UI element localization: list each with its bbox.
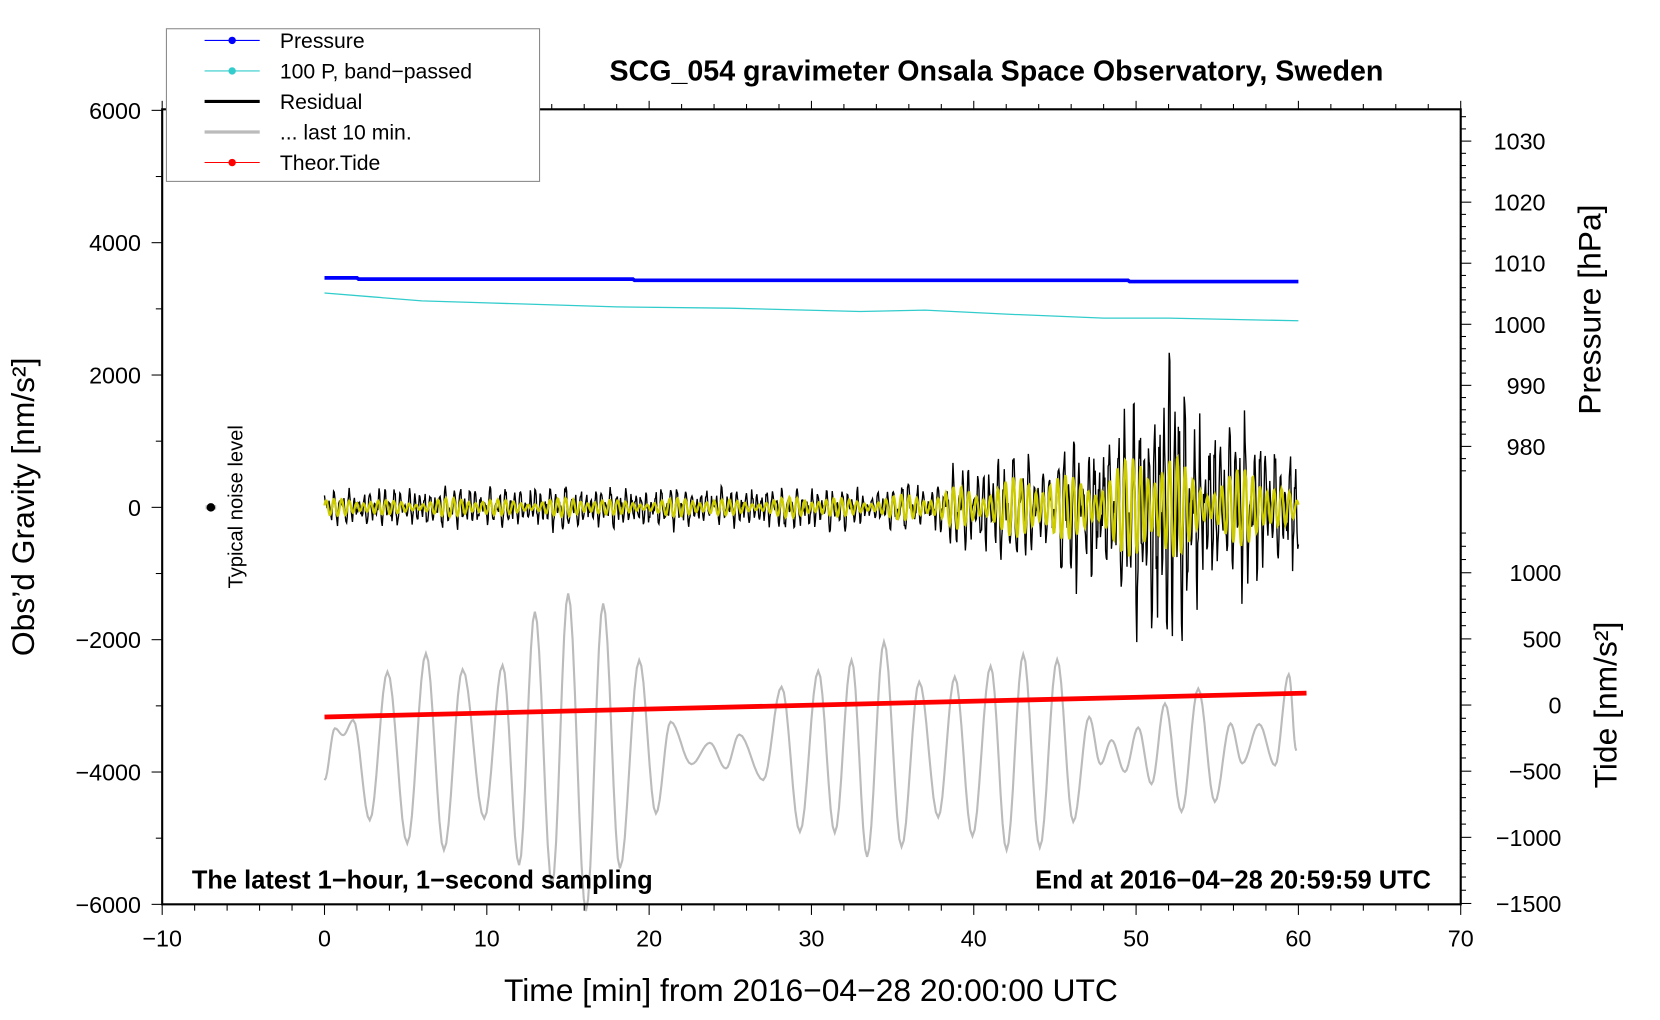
tide-tick-label: −1000 [1496, 825, 1562, 851]
pressure-tick-label: 980 [1507, 434, 1546, 460]
tide-tick-label: 500 [1523, 626, 1562, 652]
y-axis-label-pressure: Pressure [hPa] [1572, 204, 1608, 414]
legend-marker [228, 158, 236, 167]
tide-tick-label: −500 [1509, 759, 1562, 785]
series-residual-filtered-line [323, 453, 1300, 558]
x-tick-label: 60 [1285, 926, 1311, 952]
legend-label: 100 P, band−passed [280, 60, 472, 83]
x-tick-label: 10 [474, 926, 500, 952]
axis-ticks: −10 0 10 20 30 40 50 60 706000400020000−2000−400… [75, 98, 1561, 952]
noise-level-marker [206, 503, 216, 512]
x-axis-label: Time [min] from 2016−04−28 20:00:00 UTC [504, 972, 1118, 1008]
legend-label: ... last 10 min. [280, 121, 412, 144]
legend-label: Theor.Tide [280, 152, 380, 175]
annotation-end-time: End at 2016−04−28 20:59:59 UTC [1035, 866, 1431, 894]
legend: Pressure 100 P, band−passed Residual ... la… [165, 28, 541, 182]
legend-box [165, 28, 541, 182]
y-left-tick-label: 2000 [89, 362, 141, 388]
y-left-tick-label: −6000 [75, 892, 141, 918]
tide-tick-label: 1000 [1510, 560, 1562, 586]
x-tick-label: −10 [142, 926, 182, 952]
y-left-tick-label: 0 [128, 495, 141, 521]
chart-title: SCG_054 gravimeter Onsala Space Observat… [609, 56, 1383, 88]
x-tick-label: 70 [1448, 926, 1474, 952]
legend-label: Residual [280, 91, 362, 114]
series-residual-line [323, 352, 1300, 643]
legend-marker [228, 36, 236, 45]
tide-tick-label: 0 [1548, 693, 1561, 719]
pressure-tick-label: 1010 [1494, 251, 1546, 277]
y-axis-label-left: Obs’d Gravity [nm/s²] [5, 358, 41, 657]
pressure-tick-label: 1020 [1494, 190, 1546, 216]
legend-label: Pressure [280, 30, 365, 53]
x-tick-label: 0 [318, 926, 331, 952]
annotation-sampling: The latest 1−hour, 1−second sampling [192, 866, 653, 894]
pressure-tick-label: 990 [1507, 373, 1546, 399]
x-tick-label: 40 [961, 926, 987, 952]
y-left-tick-label: 4000 [89, 230, 141, 256]
x-tick-label: 20 [636, 926, 662, 952]
y-axis-label-tide: Tide [nm/s²] [1588, 622, 1624, 789]
series-last-10-min-line [323, 593, 1298, 912]
y-left-tick-label: −2000 [75, 627, 141, 653]
noise-level-label: Typical noise level [226, 425, 248, 588]
series-layer [205, 276, 1307, 912]
series-theor-tide-line [324, 690, 1307, 720]
pressure-tick-label: 1030 [1494, 129, 1546, 155]
x-tick-label: 50 [1123, 926, 1149, 952]
y-left-tick-label: −4000 [75, 759, 141, 785]
pressure-tick-label: 1000 [1494, 312, 1546, 338]
y-left-tick-label: 6000 [89, 98, 141, 124]
tide-tick-label: −1500 [1496, 891, 1562, 917]
series-pressure-line [324, 276, 1299, 284]
series-pressure-bandpassed-line [324, 292, 1299, 322]
x-tick-label: 30 [798, 926, 824, 952]
legend-marker [228, 67, 236, 75]
